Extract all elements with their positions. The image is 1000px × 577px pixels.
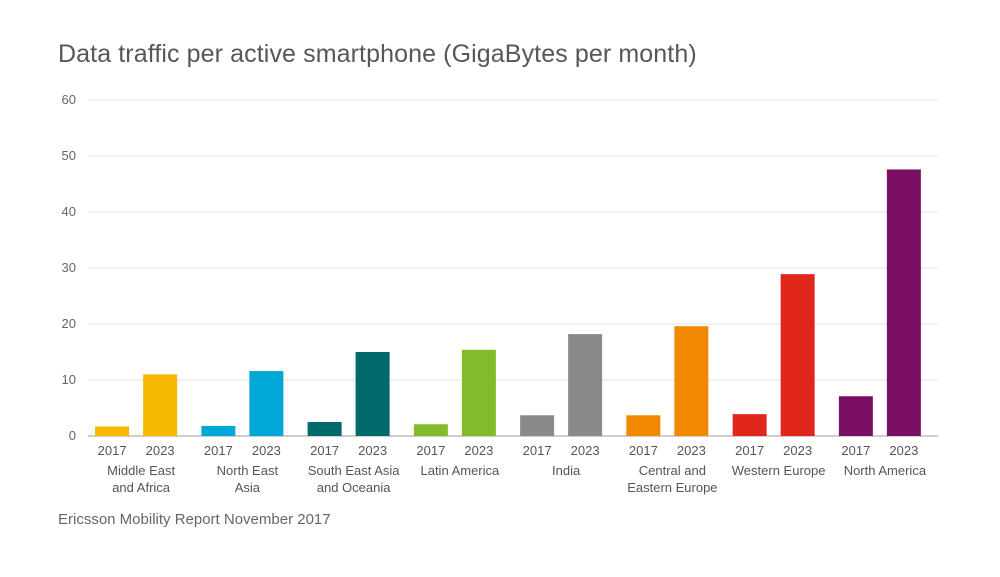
- bar: [355, 352, 390, 436]
- x-tick-label-year: 2023: [677, 443, 706, 458]
- y-tick-label: 30: [62, 260, 76, 275]
- x-tick-label-year: 2023: [464, 443, 493, 458]
- bar: [626, 415, 661, 436]
- category-label: Eastern Europe: [627, 480, 717, 495]
- x-tick-label-year: 2017: [735, 443, 764, 458]
- y-tick-label: 60: [62, 92, 76, 107]
- chart-title: Data traffic per active smartphone (Giga…: [58, 40, 697, 68]
- x-tick-label-year: 2023: [146, 443, 175, 458]
- x-tick-label-year: 2017: [629, 443, 658, 458]
- bar: [307, 422, 342, 436]
- bar: [520, 415, 555, 436]
- category-label: Middle East: [107, 463, 175, 478]
- bar: [143, 374, 178, 436]
- category-label: North East: [217, 463, 279, 478]
- x-tick-label-year: 2023: [571, 443, 600, 458]
- bar: [249, 371, 284, 436]
- x-tick-label-year: 2017: [523, 443, 552, 458]
- bar: [568, 334, 603, 436]
- category-label: India: [552, 463, 581, 478]
- category-label: Asia: [235, 480, 261, 495]
- bar: [780, 274, 815, 436]
- x-tick-label-year: 2017: [416, 443, 445, 458]
- x-tick-label-year: 2017: [310, 443, 339, 458]
- x-tick-label-year: 2023: [358, 443, 387, 458]
- y-tick-label: 50: [62, 148, 76, 163]
- category-label: Western Europe: [732, 463, 826, 478]
- y-tick-label: 0: [69, 428, 76, 443]
- bar: [732, 414, 767, 436]
- category-label: and Oceania: [317, 480, 391, 495]
- bar: [461, 349, 496, 436]
- x-tick-label-year: 2023: [889, 443, 918, 458]
- x-tick-label-year: 2017: [841, 443, 870, 458]
- source-note: Ericsson Mobility Report November 2017: [58, 511, 331, 528]
- y-tick-label: 10: [62, 372, 76, 387]
- bar: [95, 426, 130, 436]
- bar: [674, 326, 709, 436]
- x-tick-label-year: 2017: [204, 443, 233, 458]
- category-label: North America: [844, 463, 927, 478]
- category-label: Latin America: [420, 463, 500, 478]
- bar: [886, 169, 921, 436]
- bar: [838, 396, 873, 436]
- category-label: Central and: [639, 463, 706, 478]
- y-tick-label: 40: [62, 204, 76, 219]
- bar: [413, 424, 448, 436]
- bar: [201, 425, 236, 436]
- category-label: South East Asia: [308, 463, 401, 478]
- category-label: and Africa: [112, 480, 171, 495]
- x-tick-label-year: 2023: [783, 443, 812, 458]
- x-tick-label-year: 2017: [98, 443, 127, 458]
- x-tick-label-year: 2023: [252, 443, 281, 458]
- y-tick-label: 20: [62, 316, 76, 331]
